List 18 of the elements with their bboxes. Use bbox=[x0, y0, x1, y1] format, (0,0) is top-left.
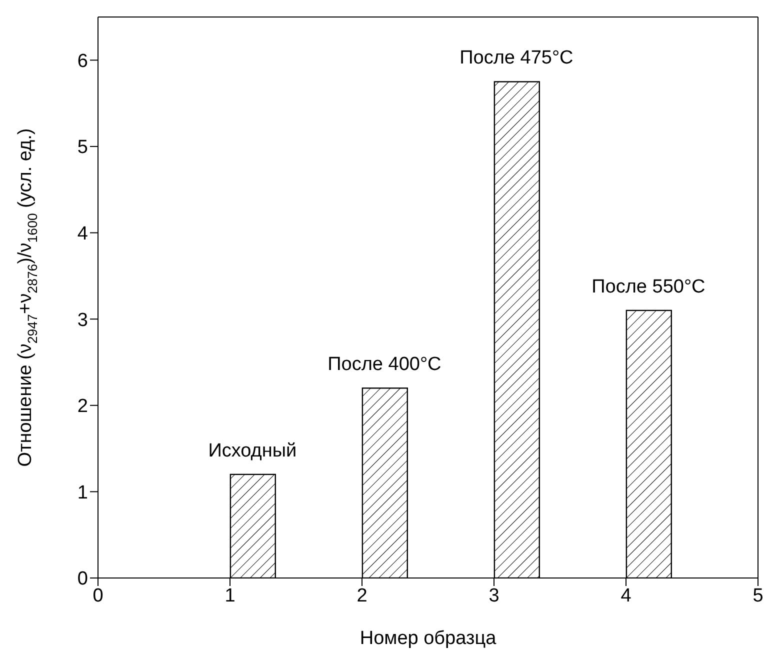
x-tick-label: 2 bbox=[356, 585, 368, 606]
y-tick-label: 4 bbox=[77, 224, 88, 245]
y-tick-label: 2 bbox=[77, 396, 88, 418]
y-tick-label: 0 bbox=[77, 568, 88, 590]
annotation: После 550°C bbox=[592, 276, 706, 298]
x-tick-label: 0 bbox=[92, 585, 104, 606]
x-tick-label: 3 bbox=[488, 585, 500, 606]
y-tick-label: 3 bbox=[77, 310, 88, 331]
y-tick-label: 6 bbox=[77, 50, 88, 72]
annotation: Исходный bbox=[208, 440, 297, 462]
x-axis-title: Номер образца bbox=[360, 628, 497, 649]
annotation: После 475°C bbox=[460, 48, 574, 69]
x-tick-label: 4 bbox=[620, 585, 632, 606]
x-tick-label: 1 bbox=[224, 585, 236, 606]
y-tick-label: 5 bbox=[77, 137, 88, 158]
x-tick-label: 5 bbox=[752, 585, 764, 606]
y-tick-label: 1 bbox=[77, 482, 88, 504]
annotation: После 400°C bbox=[328, 354, 442, 376]
